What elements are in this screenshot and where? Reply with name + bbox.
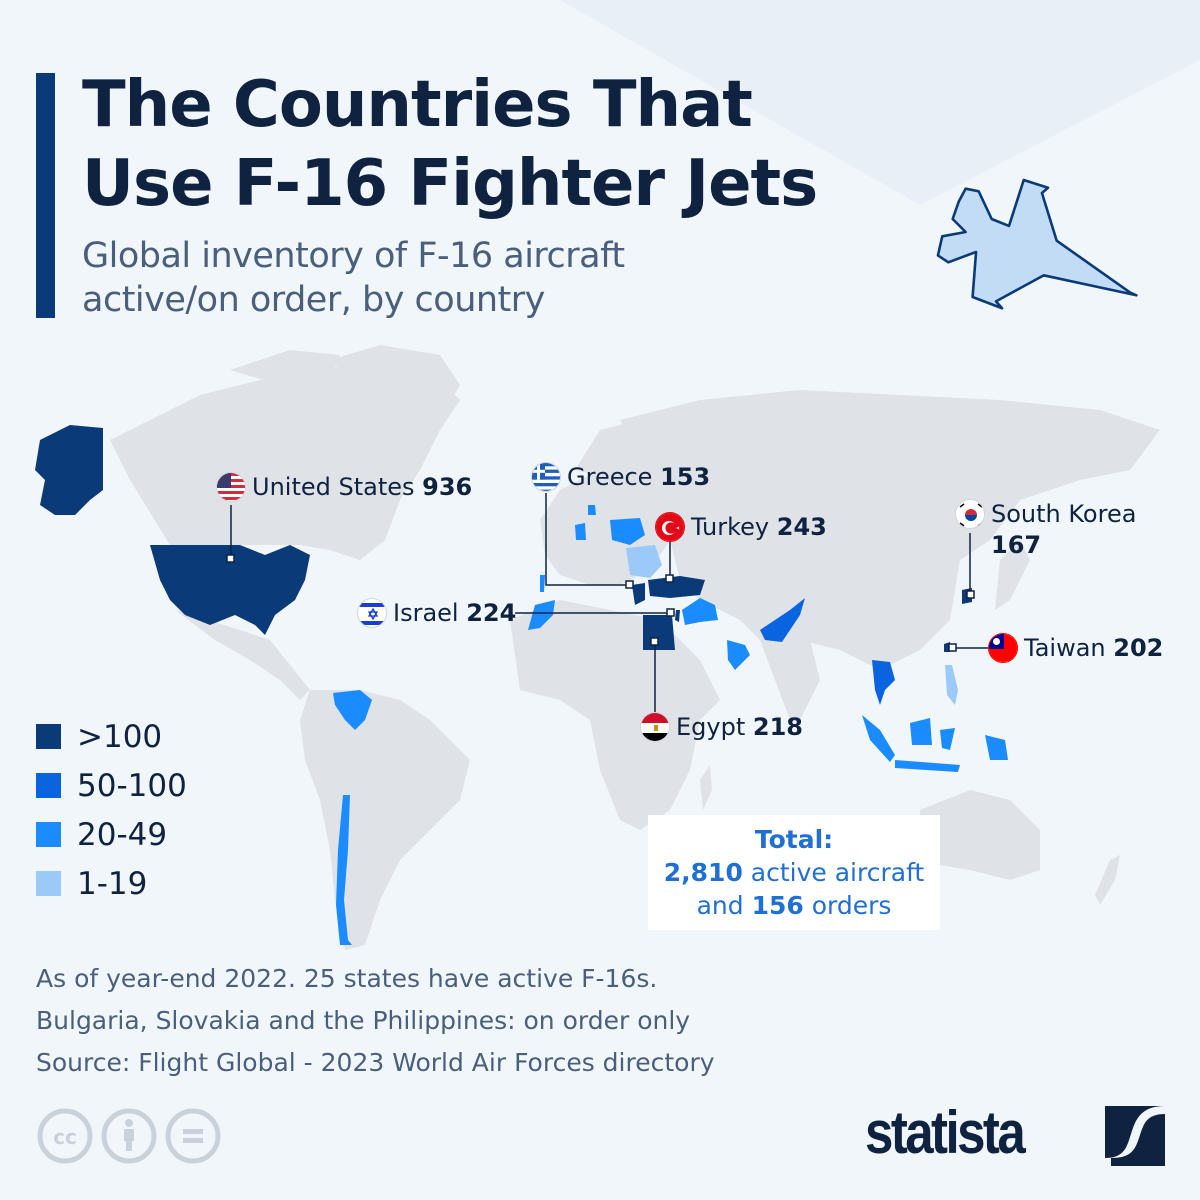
legend-item-gt100: >100 bbox=[36, 712, 187, 761]
country-value: 936 bbox=[422, 473, 473, 501]
legend-label: 50-100 bbox=[77, 767, 187, 804]
taiwan-flag-icon bbox=[988, 633, 1018, 663]
connector-lines bbox=[230, 493, 988, 712]
tier-20-49-countries bbox=[333, 505, 1008, 945]
country-value: 243 bbox=[776, 513, 827, 541]
legend-item-50-100: 50-100 bbox=[36, 761, 187, 810]
brand-name: statista bbox=[865, 1099, 1026, 1166]
statista-logo-mark-icon bbox=[1105, 1106, 1165, 1166]
fighter-jet-icon bbox=[936, 178, 1138, 310]
total-heading: Total: bbox=[754, 825, 834, 854]
country-name: Taiwan bbox=[1024, 634, 1106, 662]
title-line-1: The Countries That bbox=[82, 68, 753, 142]
total-orders-text: orders bbox=[803, 891, 892, 920]
country-name: Greece bbox=[567, 463, 653, 491]
legend-label: 1-19 bbox=[77, 865, 148, 902]
south-korea-flag-icon bbox=[955, 499, 985, 529]
legend-item-20-49: 20-49 bbox=[36, 810, 187, 859]
subtitle-line-1: Global inventory of F-16 aircraft bbox=[82, 236, 625, 276]
country-name: Turkey bbox=[691, 513, 770, 541]
legend-swatch bbox=[36, 871, 61, 896]
total-orders-value: 156 bbox=[751, 891, 804, 920]
chart-notes: As of year-end 2022. 25 states have acti… bbox=[36, 958, 715, 1084]
connector-anchors bbox=[226, 554, 975, 652]
legend-swatch bbox=[36, 822, 61, 847]
country-name: United States bbox=[252, 473, 415, 501]
license-icons: cc bbox=[36, 1107, 222, 1165]
world-map bbox=[35, 345, 1160, 950]
country-name: Egypt bbox=[676, 713, 746, 741]
legend-swatch bbox=[36, 773, 61, 798]
legend-label: 20-49 bbox=[77, 816, 168, 853]
tier-gt100-countries bbox=[35, 425, 972, 652]
note-line-1: As of year-end 2022. 25 states have acti… bbox=[36, 964, 658, 993]
map-legend: >100 50-100 20-49 1-19 bbox=[36, 712, 187, 908]
source-line: Source: Flight Global - 2023 World Air F… bbox=[36, 1048, 715, 1077]
legend-swatch bbox=[36, 724, 61, 749]
total-active-value: 2,810 bbox=[663, 858, 743, 887]
note-line-2: Bulgaria, Slovakia and the Philippines: … bbox=[36, 1006, 691, 1035]
subtitle-line-2: active/on order, by country bbox=[82, 280, 545, 320]
title-accent-bar bbox=[36, 73, 55, 318]
egypt-flag-icon bbox=[640, 712, 670, 742]
svg-text:cc: cc bbox=[53, 1125, 77, 1149]
page-subtitle: Global inventory of F-16 aircraft active… bbox=[82, 234, 625, 322]
country-value: 218 bbox=[752, 713, 803, 741]
label-south-korea: South Korea 167 bbox=[955, 499, 1136, 561]
label-taiwan: Taiwan 202 bbox=[988, 633, 1163, 663]
tier-1-19-countries bbox=[626, 545, 958, 705]
turkey-flag-icon bbox=[655, 512, 685, 542]
country-value: 224 bbox=[466, 599, 517, 627]
cc-icon[interactable]: cc bbox=[36, 1107, 94, 1165]
country-value: 202 bbox=[1113, 634, 1164, 662]
tier-50-100-countries bbox=[760, 598, 895, 705]
country-value: 167 bbox=[991, 531, 1042, 559]
total-active-text: active aircraft bbox=[742, 858, 925, 887]
us-flag-icon bbox=[216, 472, 246, 502]
attribution-icon[interactable] bbox=[100, 1107, 158, 1165]
country-value: 153 bbox=[660, 463, 711, 491]
country-name: Israel bbox=[393, 599, 459, 627]
legend-item-1-19: 1-19 bbox=[36, 859, 187, 908]
no-derivatives-icon[interactable] bbox=[164, 1107, 222, 1165]
label-egypt: Egypt 218 bbox=[640, 712, 803, 742]
greece-flag-icon bbox=[531, 462, 561, 492]
label-turkey: Turkey 243 bbox=[655, 512, 827, 542]
country-name: South Korea bbox=[991, 500, 1137, 528]
label-israel: Israel 224 bbox=[357, 598, 516, 628]
label-united-states: United States 936 bbox=[216, 472, 472, 502]
label-greece: Greece 153 bbox=[531, 462, 710, 492]
statista-logo[interactable]: statista bbox=[865, 1098, 1051, 1167]
total-and-text: and bbox=[696, 891, 752, 920]
title-line-2: Use F-16 Fighter Jets bbox=[82, 147, 818, 221]
legend-label: >100 bbox=[77, 718, 163, 755]
page-title: The Countries That Use F-16 Fighter Jets bbox=[82, 66, 818, 224]
israel-flag-icon bbox=[357, 598, 387, 628]
land-masses bbox=[110, 345, 1160, 950]
total-summary-box: Total: 2,810 active aircraft and 156 ord… bbox=[648, 815, 940, 930]
